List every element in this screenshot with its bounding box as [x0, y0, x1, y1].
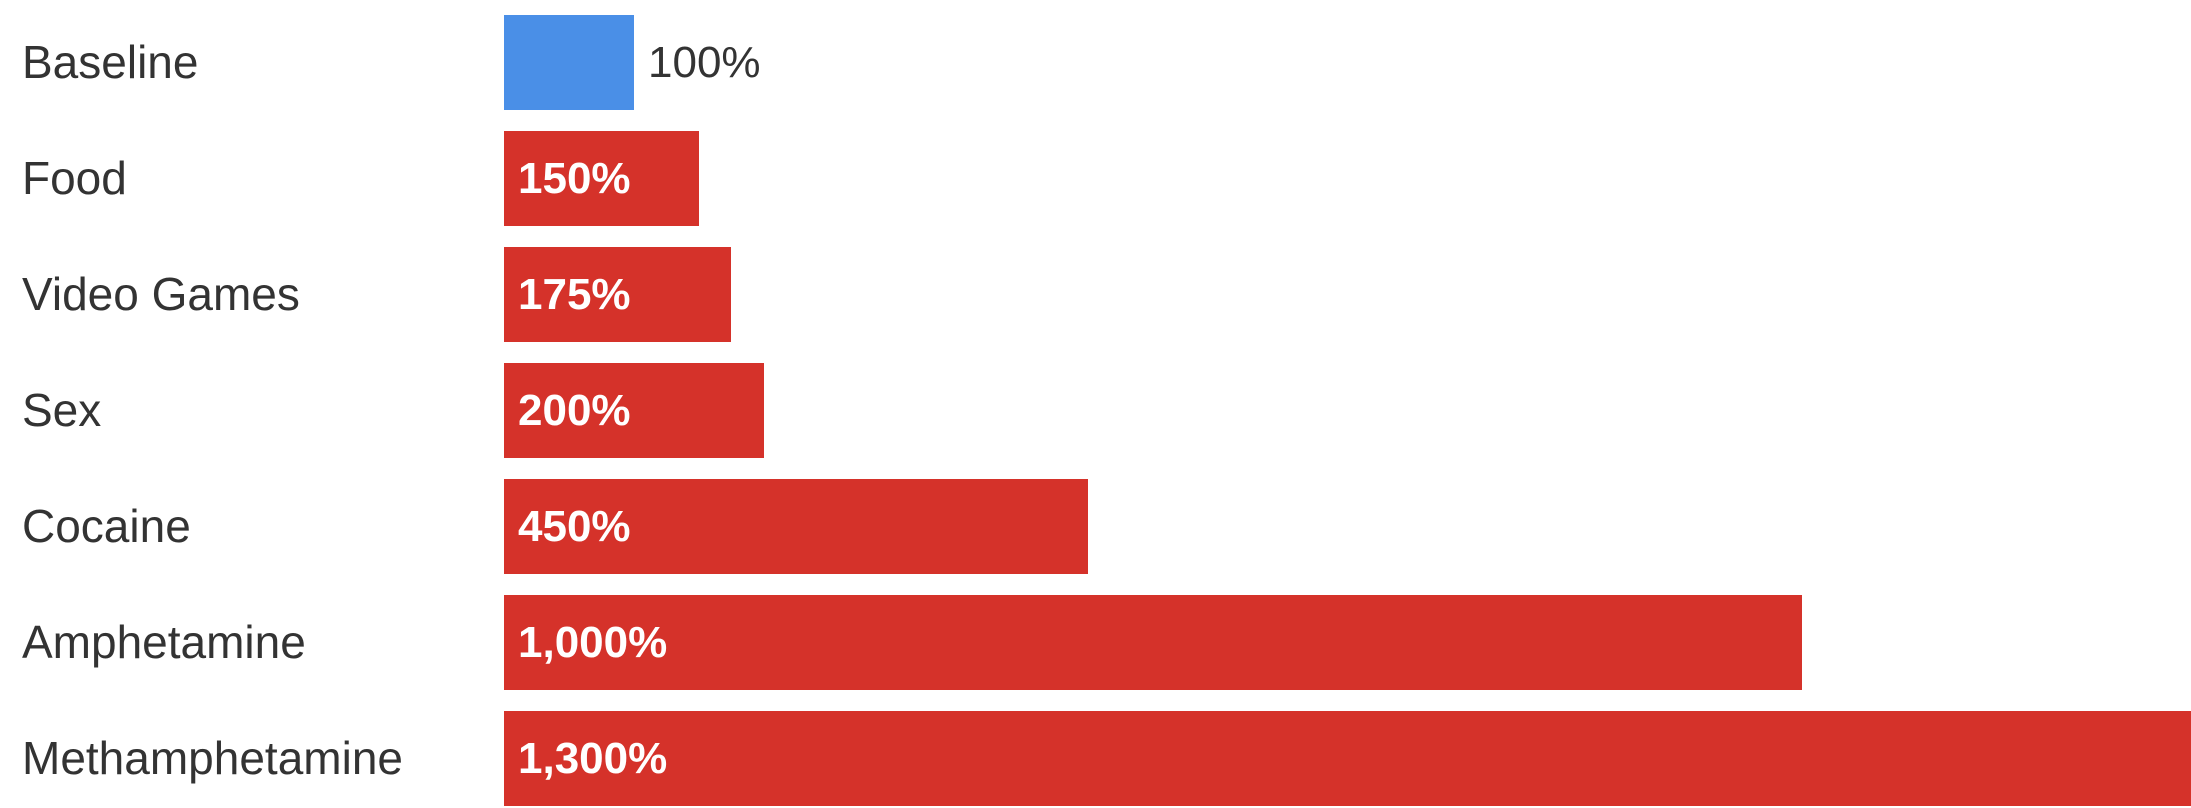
bar [504, 479, 1088, 574]
value-label: 150% [518, 154, 631, 203]
bar [504, 15, 634, 110]
bar [504, 131, 699, 226]
bar [504, 711, 2191, 806]
bar [504, 247, 731, 342]
category-label: Sex [22, 384, 102, 436]
category-label: Cocaine [22, 500, 191, 552]
value-label: 450% [518, 502, 631, 551]
category-label: Video Games [22, 268, 300, 320]
bar [504, 595, 1802, 690]
category-label: Food [22, 152, 127, 204]
category-label: Methamphetamine [22, 732, 403, 784]
value-label: 200% [518, 386, 631, 435]
value-label: 175% [518, 270, 631, 319]
category-label: Amphetamine [22, 616, 306, 668]
bar [504, 363, 764, 458]
value-label: 100% [648, 38, 761, 87]
value-label: 1,000% [518, 618, 668, 667]
category-label: Baseline [22, 36, 199, 88]
value-label: 1,300% [518, 734, 668, 783]
